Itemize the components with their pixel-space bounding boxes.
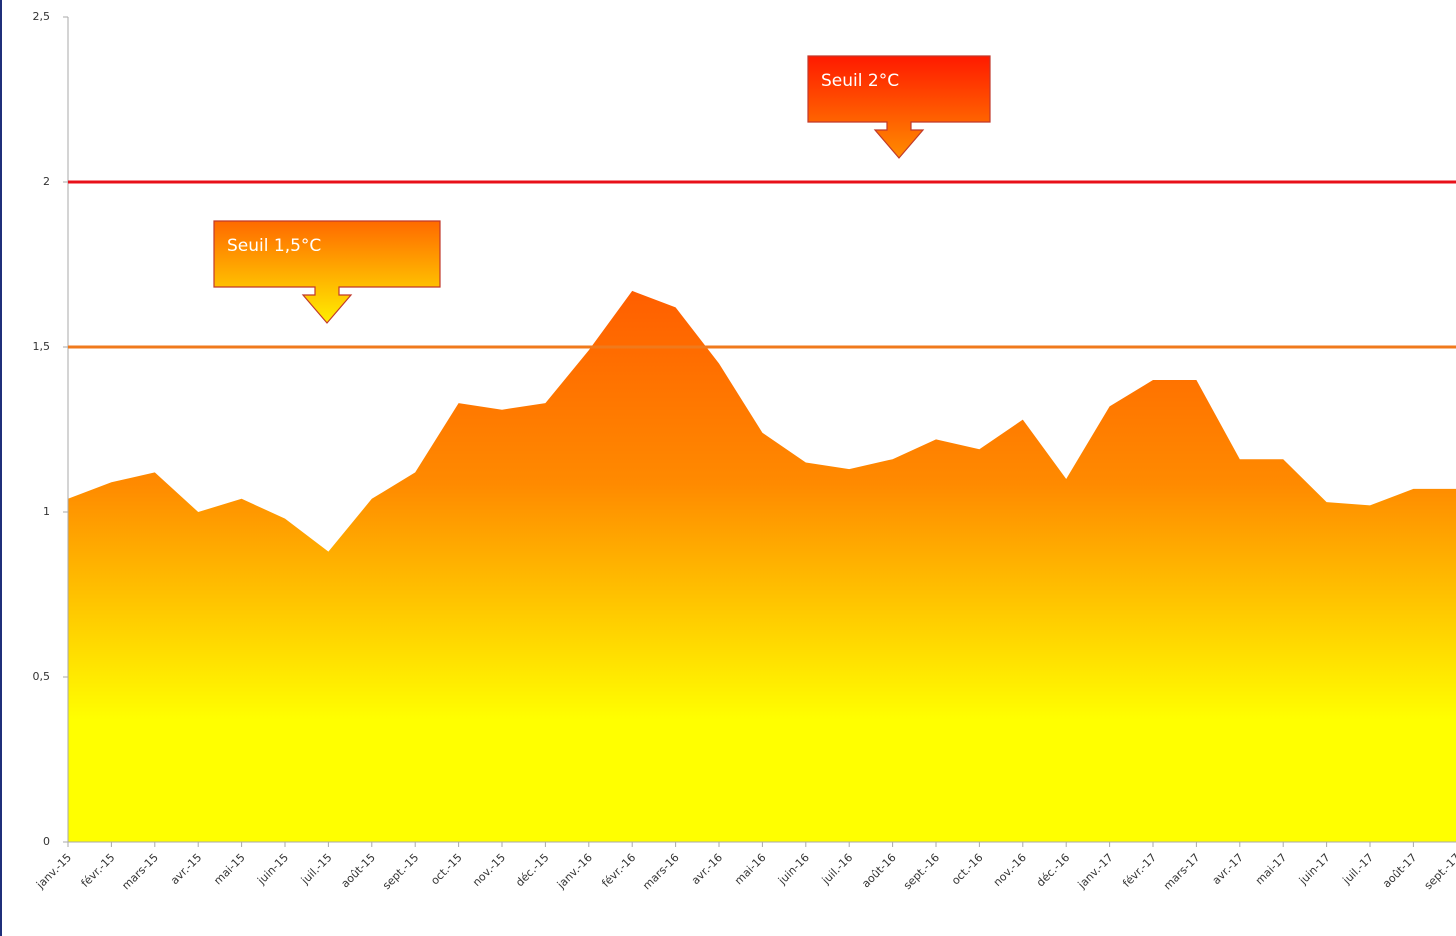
x-tick-label: janv.-15 (33, 851, 74, 892)
x-tick-label: août-17 (1380, 851, 1419, 890)
x-tick-label: juil.-16 (819, 851, 855, 887)
x-tick-label: sept.-16 (901, 851, 942, 892)
x-tick-label: mars-15 (119, 851, 160, 892)
x-tick-label: déc.-16 (1034, 851, 1072, 889)
area (68, 290, 1456, 842)
x-tick-label: oct.-16 (949, 851, 985, 887)
y-tick-label: 2,5 (33, 10, 51, 23)
x-tick-label: mai-15 (211, 851, 247, 887)
x-tick-label: févr.-15 (79, 851, 118, 890)
callout (807, 55, 991, 159)
x-tick-label: août-16 (859, 851, 898, 890)
x-tick-label: mai-17 (1253, 851, 1289, 887)
y-tick-label: 1 (43, 505, 50, 518)
x-tick-label: févr.-16 (599, 851, 638, 890)
x-tick-label: oct.-15 (428, 851, 464, 887)
x-tick-label: juil.-15 (298, 851, 334, 887)
x-tick-label: avr.-16 (689, 851, 725, 887)
y-tick-label: 1,5 (33, 340, 51, 353)
x-tick-label: sept.-17 (1422, 851, 1456, 892)
x-tick-label: juil.-17 (1340, 851, 1376, 887)
callout-label: Seuil 1,5°C (227, 236, 321, 256)
x-tick-label: nov.-16 (991, 851, 1029, 889)
callout-label: Seuil 2°C (821, 71, 899, 91)
x-tick-label: janv.-16 (554, 851, 595, 892)
callout (213, 220, 441, 324)
x-tick-label: mars-16 (640, 851, 681, 892)
x-tick-label: avr.-15 (168, 851, 204, 887)
y-tick-label: 0,5 (33, 670, 51, 683)
y-tick-label: 2 (43, 175, 50, 188)
x-tick-label: juin-16 (775, 851, 812, 888)
x-tick-label: mai-16 (732, 851, 768, 887)
x-tick-label: août-15 (339, 851, 378, 890)
x-tick-label: sept.-15 (380, 851, 421, 892)
x-tick-label: juin-15 (254, 851, 291, 888)
x-tick-label: nov.-15 (470, 851, 508, 889)
y-tick-label: 0 (43, 835, 50, 848)
x-tick-label: juin-17 (1296, 851, 1333, 888)
frame-edge (0, 0, 2, 936)
x-tick-label: févr.-17 (1120, 851, 1159, 890)
x-tick-label: déc.-15 (513, 851, 551, 889)
x-tick-label: mars-17 (1161, 851, 1202, 892)
x-tick-label: avr.-17 (1210, 851, 1246, 887)
x-tick-label: janv.-17 (1075, 851, 1116, 892)
